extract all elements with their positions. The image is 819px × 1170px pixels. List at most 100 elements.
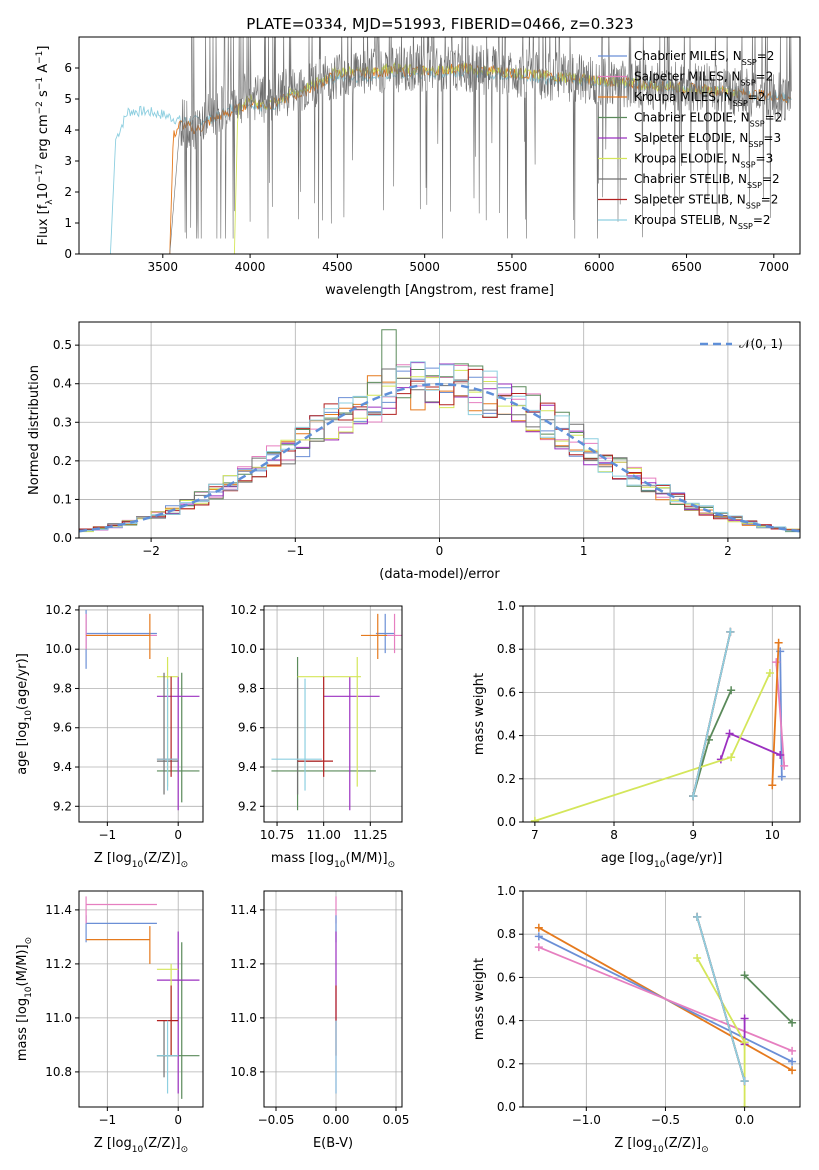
weight-marker [740,1038,749,1047]
y-tick-label: 10.2 [230,603,257,617]
x-tick-label: 7000 [759,260,790,274]
weight-marker [788,1018,797,1027]
error-bars [85,609,200,811]
spectrum-lines [109,37,792,254]
x-tick-label: −1 [98,828,116,842]
x-tick-label: 9 [689,828,697,842]
label-part: mass weight [472,673,487,755]
error-bars [85,896,200,1099]
weight-marker [768,781,777,790]
label-part: )] [170,851,180,866]
weight-marker [780,761,789,770]
legend-entry: Kroupa ELODIE, NSSP=3 [634,152,773,170]
x-tick-label: 6000 [584,260,615,274]
weight-line [692,631,732,797]
label-part: −1 [35,51,45,64]
legend-entry: 𝒩(0, 1) [739,337,783,351]
label-part: (Z/Z [664,1136,691,1151]
weight-lines [534,912,797,1107]
weight-marker [788,1046,797,1055]
y-tick-label: 0.8 [497,927,516,941]
label-part: 10 [652,1145,664,1155]
y-tick-label: 0.0 [53,531,72,545]
weight-marker [776,751,785,760]
weight-marker [788,1057,797,1066]
y-tick-label: 3 [64,154,72,168]
normal-curve [79,382,800,533]
label-part: 10 [36,183,51,200]
x-tick-label: 6500 [671,260,702,274]
label-part: (Z/Z [143,851,170,866]
x-tick-label: 5000 [409,260,440,274]
label-part: )] [691,1136,701,1151]
x-tick-label: 1 [580,544,588,558]
weight-line [696,916,746,1082]
label-part: (Z/Z [143,1136,170,1151]
axes-frame [263,605,403,823]
label-part: mass weight [472,958,487,1040]
weight-marker [534,932,543,941]
legend-entry: Chabrier MILES, NSSP=2 [634,49,774,67]
y-tick-label: 11.4 [45,903,72,917]
histogram-step [79,368,800,531]
weight-marker [774,638,783,647]
y-tick-label: 11.2 [230,957,257,971]
x-tick-label: 2 [724,544,732,558]
y-tick-label: 5 [64,92,72,106]
x-axis-label: Z [log10(Z/Z)]⊙ [94,1136,188,1155]
x-tick-label: 0 [174,828,182,842]
x-tick-label: 0 [174,1113,182,1127]
weight-line [538,946,793,1052]
label-part: Normed distribution [27,365,42,495]
label-part: −1 [35,77,45,90]
y-tick-label: 9.4 [238,760,257,774]
weight-marker [777,772,786,781]
x-axis-label: Z [log10(Z/Z)]⊙ [614,1136,708,1155]
label-part: )] [170,1136,180,1151]
y-tick-label: 10.8 [230,1065,257,1079]
label-part: 10 [24,986,34,998]
label-part: A [36,64,51,77]
legend-entry: Kroupa MILES, NSSP=2 [634,90,765,108]
label-part: wavelength [Angstrom, rest frame] [325,283,554,298]
y-tick-label: 0.0 [497,1100,516,1114]
y-tick-label: 11.0 [45,1011,72,1025]
y-axis-label: mass weight [472,673,487,755]
label-part: (age/yr)] [15,653,30,710]
label-part: ⊙ [181,860,189,870]
y-tick-label: 10.0 [45,642,72,656]
y-tick-label: 9.8 [238,681,257,695]
y-tick-label: 9.4 [53,760,72,774]
y-tick-label: 0.6 [497,970,516,984]
weight-marker [765,668,774,677]
weight-marker [740,1077,749,1086]
x-tick-label: 0.00 [323,1113,350,1127]
axes-frame [263,890,403,1108]
legend-entry: Kroupa STELIB, NSSP=2 [634,213,771,231]
weight-line [743,974,793,1024]
x-tick-label: 3500 [148,260,179,274]
label-part: age [log [601,851,654,866]
label-part: (age/yr)] [665,851,722,866]
massEbv: −0.05 0.00 0.05 10.8 11.0 11.2 11.4 E(B-V) [230,890,409,1151]
x-tick-label: 7 [531,828,539,842]
y-tick-label: 10.8 [45,1065,72,1079]
legend-entry: Salpeter STELIB, NSSP=2 [634,193,778,211]
y-tick-label: 0.2 [497,1057,516,1071]
spectrum-panel: 3500 4000 4500 5000 5500 6000 6500 7000 0 1 2 3 4 5 6 w… [35,36,801,298]
label-part: −2 [35,101,45,114]
weight-line [696,957,746,1107]
histogram-step [79,361,800,532]
x-axis-label: age [log10(age/yr)] [601,851,723,870]
label-part: ] [36,46,51,51]
x-tick-label: 10 [765,828,780,842]
label-part: ⊙ [181,1145,189,1155]
spectrum-line [169,37,792,254]
y-tick-label: 0.2 [53,454,72,468]
weight-marker [740,1014,749,1023]
label-part: (data-model)/error [379,567,500,582]
y-tick-label: 0.8 [497,642,516,656]
x-tick-label: −2 [142,544,160,558]
weight-marker [693,953,702,962]
